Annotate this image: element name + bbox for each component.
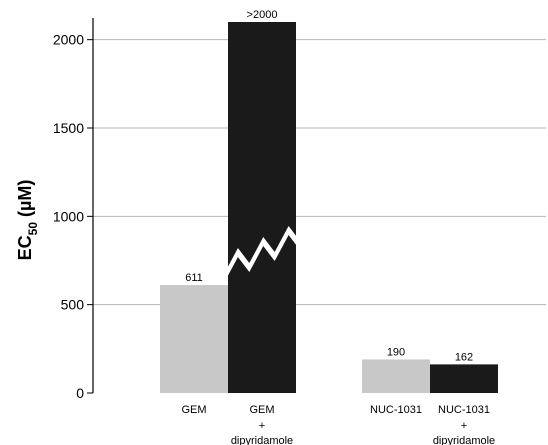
y-tick-label: 1000 <box>53 208 84 224</box>
bars <box>160 22 498 393</box>
bar-value-label: 162 <box>455 351 473 363</box>
labels: 0 500 1000 1500 2000 611 GEM >2000 GEM + dipyridam… <box>53 9 495 445</box>
category-label: + <box>259 420 265 432</box>
bar <box>362 359 430 393</box>
bar <box>160 285 228 393</box>
y-tick-label: 0 <box>76 385 84 401</box>
bar-value-label: 611 <box>185 272 203 284</box>
bar <box>228 22 296 393</box>
y-axis-title: EC50 (µM) <box>15 180 40 261</box>
category-label: GEM <box>249 404 274 416</box>
category-label: GEM <box>181 404 206 416</box>
axis-break <box>224 226 300 284</box>
y-tick-label: 500 <box>61 297 85 313</box>
y-axis-title-suffix: (µM) <box>15 180 35 222</box>
axis-break-zigzag <box>224 226 300 284</box>
category-label: dipyridamole <box>231 435 293 445</box>
y-tick-label: 2000 <box>53 32 84 48</box>
category-label: NUC-1031 <box>438 404 490 416</box>
bar-value-label: 190 <box>387 346 405 358</box>
y-axis-title-prefix: EC <box>15 235 35 260</box>
category-label: NUC-1031 <box>370 404 422 416</box>
axes <box>87 18 94 394</box>
category-label: + <box>461 420 467 432</box>
y-tick-label: 1500 <box>53 120 84 136</box>
gridlines <box>93 39 546 306</box>
bar-value-label: >2000 <box>247 9 278 21</box>
bar <box>430 364 498 393</box>
category-label: dipyridamole <box>433 435 495 445</box>
y-axis-title-subscript: 50 <box>26 222 40 236</box>
